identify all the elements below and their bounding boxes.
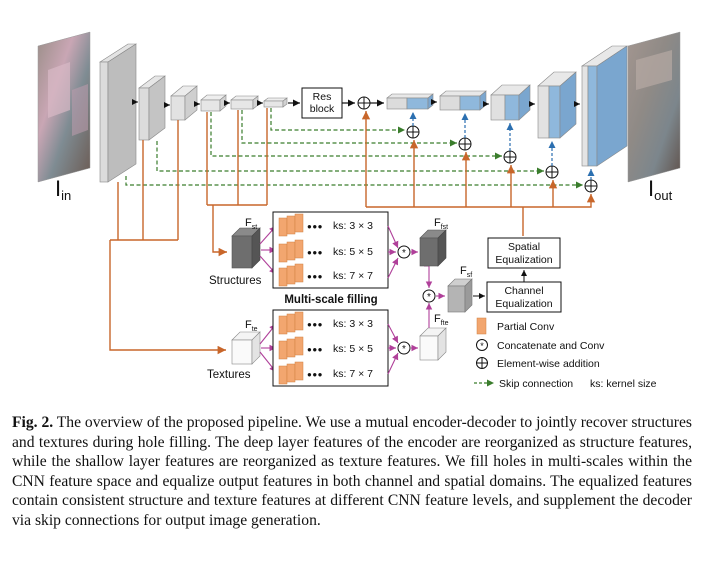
filled-structure-cube — [419, 229, 447, 267]
f-sf-label: Fsf — [460, 265, 472, 279]
encoder-layer-2 — [138, 75, 166, 141]
decoder-layer-1 — [386, 93, 434, 110]
encoder-layer-1 — [98, 43, 138, 183]
legend-concat-conv: Concatenate and Conv — [497, 340, 605, 352]
dots-s2: ●●● — [307, 248, 323, 257]
svg-text:Channel: Channel — [504, 285, 543, 297]
texture-kernel-3: ks: 3 × 3 — [333, 318, 373, 330]
encoder-layer-3 — [170, 85, 198, 121]
legend: Partial Conv * Concatenate and Conv Elem… — [474, 317, 657, 390]
concat-conv-texture: * — [397, 341, 411, 355]
texture-feature-cube — [231, 331, 261, 365]
dots-t1: ●●● — [307, 320, 323, 329]
legend-elementwise-add: Element-wise addition — [497, 358, 600, 370]
filled-texture-cube — [419, 327, 447, 361]
dots-s1: ●●● — [307, 222, 323, 231]
struct-kernel-5: ks: 5 × 5 — [333, 246, 373, 258]
spatial-equalization-box: Spatial Equalization — [487, 237, 561, 269]
elementwise-add-d3 — [503, 150, 517, 164]
output-label: Iout — [648, 176, 673, 203]
res-block: Res block — [301, 87, 343, 119]
texture-kernel-5: ks: 5 × 5 — [333, 343, 373, 355]
legend-partial-conv-icon — [476, 317, 487, 335]
legend-add-icon — [476, 357, 488, 369]
f-fst-label: Ffst — [434, 217, 448, 231]
res-block-line-2: block — [310, 103, 335, 115]
multi-scale-title: Multi-scale filling — [284, 294, 377, 306]
f-fte-label: Ffte — [434, 313, 449, 327]
caption-text: The overview of the proposed pipeline. W… — [12, 414, 692, 529]
partial-conv-stack-s3 — [278, 263, 304, 287]
legend-kernel-size: ks: kernel size — [590, 378, 657, 390]
elementwise-add-top — [357, 96, 371, 110]
svg-text:Equalization: Equalization — [495, 254, 552, 266]
svg-text:*: * — [402, 248, 406, 259]
concat-conv-fuse: * — [422, 289, 436, 303]
svg-text:Equalization: Equalization — [495, 298, 552, 310]
partial-conv-stack-s2 — [278, 239, 304, 263]
output-image — [627, 31, 681, 183]
pipeline-figure: Iin Iout R — [37, 31, 681, 390]
figure-caption: Fig. 2. The overview of the proposed pip… — [12, 413, 692, 531]
svg-text:*: * — [402, 344, 406, 355]
legend-partial-conv: Partial Conv — [497, 321, 555, 333]
svg-text:*: * — [427, 292, 431, 303]
struct-kernel-3: ks: 3 × 3 — [333, 220, 373, 232]
decoder-layer-3 — [490, 84, 531, 121]
elementwise-add-d5 — [584, 179, 598, 193]
dots-t3: ●●● — [307, 370, 323, 379]
partial-conv-stack-s1 — [278, 213, 304, 237]
input-image — [37, 31, 91, 183]
elementwise-add-d1 — [406, 125, 420, 139]
texture-kernel-7: ks: 7 × 7 — [333, 368, 373, 380]
svg-text:*: * — [480, 341, 484, 351]
channel-equalization-box: Channel Equalization — [486, 281, 562, 313]
f-st-label: Fst — [245, 217, 257, 231]
legend-skip-connection: Skip connection — [499, 378, 573, 390]
encoder-layer-6 — [263, 97, 288, 108]
caption-label: Fig. 2. — [12, 414, 54, 431]
dots-t2: ●●● — [307, 345, 323, 354]
fused-feature-cube — [447, 278, 473, 313]
partial-conv-stack-t2 — [278, 336, 304, 360]
partial-conv-stack-t3 — [278, 361, 304, 385]
decoder-layer-5 — [581, 45, 628, 167]
structure-feature-cube — [231, 227, 261, 269]
f-te-label: Fte — [245, 319, 258, 333]
encoder-layer-5 — [230, 95, 259, 110]
decoder-layer-2 — [439, 90, 487, 111]
concat-conv-struct: * — [397, 245, 411, 259]
res-block-line-1: Res — [313, 91, 332, 103]
partial-conv-stack-t1 — [278, 311, 304, 335]
dots-s3: ●●● — [307, 272, 323, 281]
decoder-layer-4 — [537, 71, 577, 139]
svg-text:Spatial: Spatial — [508, 241, 540, 253]
structures-label: Structures — [209, 275, 262, 287]
input-label: Iin — [55, 176, 71, 203]
struct-kernel-7: ks: 7 × 7 — [333, 270, 373, 282]
textures-label: Textures — [207, 369, 251, 381]
elementwise-add-d2 — [458, 137, 472, 151]
legend-concat-icon: * — [476, 339, 488, 351]
elementwise-add-d4 — [545, 165, 559, 179]
encoder-layer-4 — [200, 94, 227, 112]
